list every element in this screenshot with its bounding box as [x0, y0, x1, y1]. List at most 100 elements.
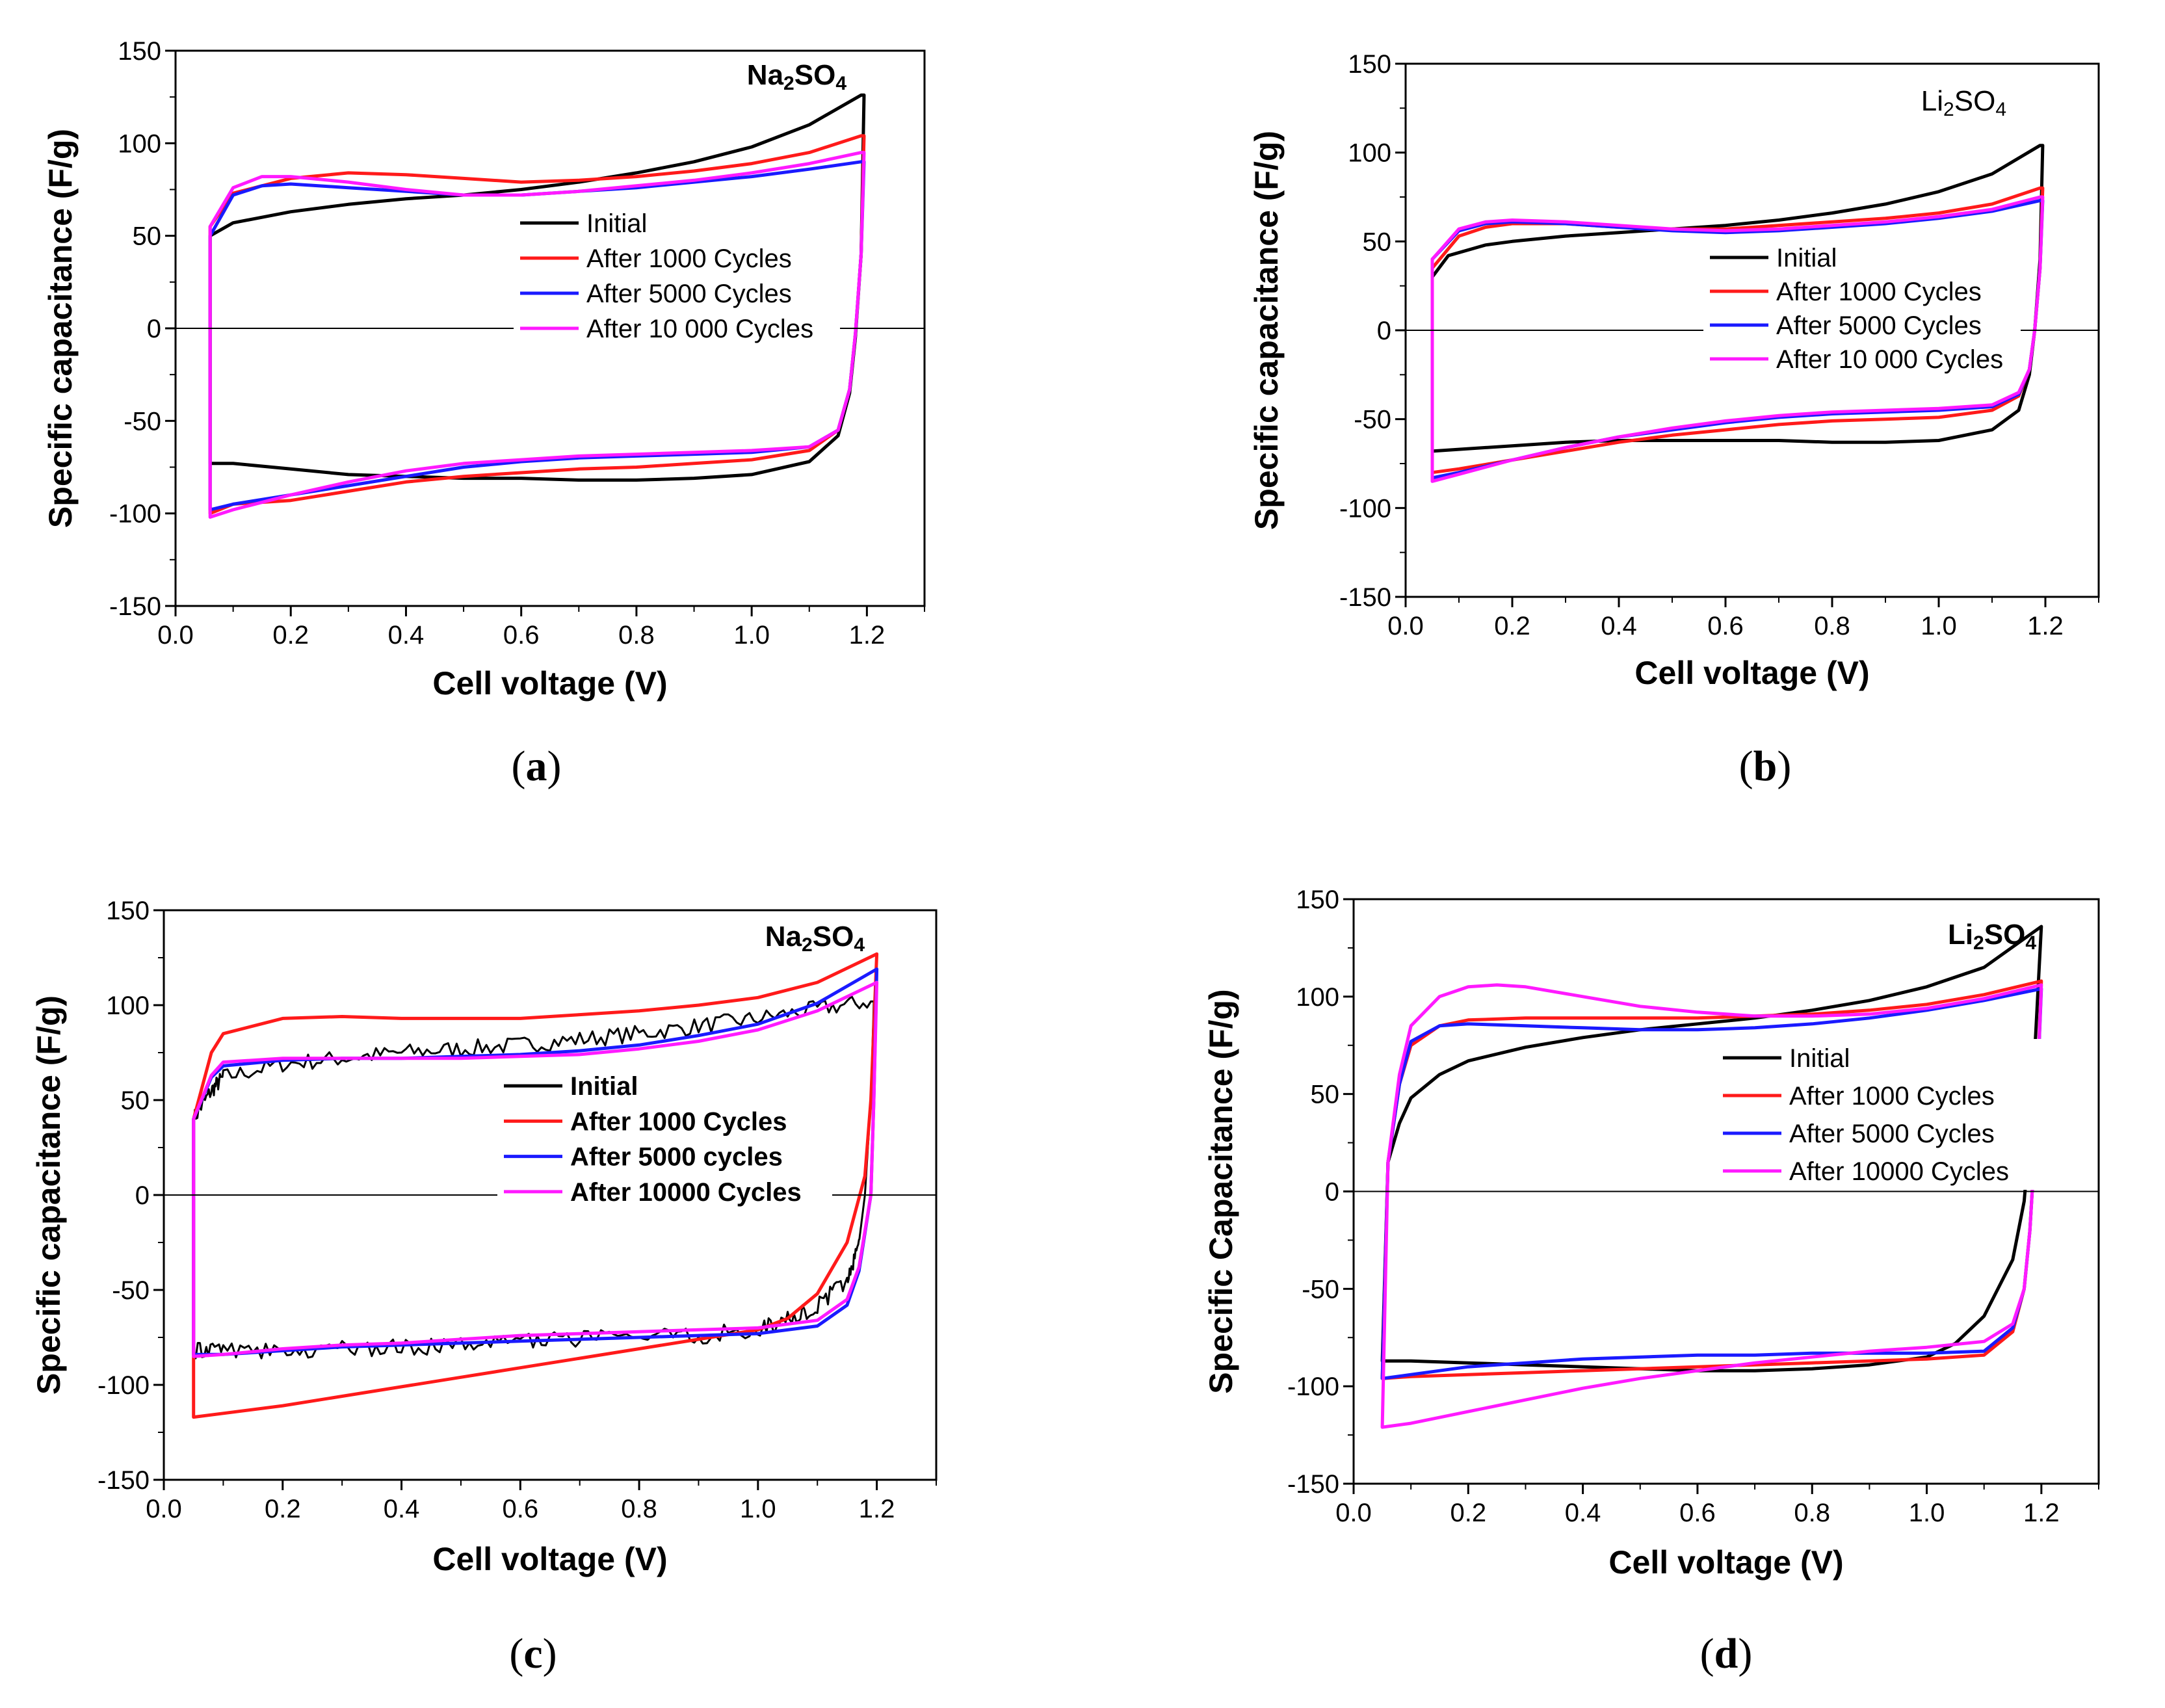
- legend-label: After 1000 Cycles: [1776, 278, 1982, 306]
- y-tick-label: -50: [124, 407, 161, 436]
- panel-caption: (b): [1739, 742, 1792, 790]
- x-tick-label: 1.2: [2027, 612, 2064, 640]
- x-axis-title: Cell voltage (V): [1634, 655, 1869, 691]
- x-tick-label: 0.4: [1601, 612, 1637, 640]
- y-tick-label: -100: [1287, 1373, 1339, 1401]
- y-tick-label: 100: [1348, 139, 1391, 168]
- electrolyte-annotation: Na2SO4: [747, 59, 847, 94]
- x-tick-label: 0.8: [621, 1495, 657, 1523]
- y-tick-label: 150: [1348, 50, 1391, 79]
- legend-label: Initial: [1789, 1044, 1850, 1073]
- y-tick-label: -150: [98, 1466, 150, 1495]
- x-tick-label: 1.0: [1921, 612, 1957, 640]
- x-tick-label: 1.2: [849, 621, 886, 650]
- legend-label: After 10 000 Cycles: [586, 315, 813, 343]
- y-tick-label: 0: [147, 315, 161, 343]
- legend-label: After 1000 Cycles: [586, 244, 792, 273]
- x-tick-label: 0.4: [384, 1495, 420, 1523]
- x-tick-label: 0.0: [1335, 1499, 1372, 1527]
- x-tick-label: 0.0: [146, 1495, 182, 1523]
- legend: Initial After 1000 Cycles After 5000 Cyc…: [1716, 1039, 2067, 1190]
- x-tick-label: 0.6: [1707, 612, 1744, 640]
- y-tick-label: -150: [1339, 583, 1391, 612]
- legend-label: After 5000 Cycles: [586, 280, 792, 308]
- y-axis-title: Specific capacitance (F/g): [31, 995, 67, 1395]
- panel-caption: (c): [509, 1630, 557, 1677]
- y-axis-title: Specific capacitance (F/g): [1248, 131, 1285, 530]
- x-tick-label: 1.2: [2023, 1499, 2060, 1527]
- series-curve-after-1000-cycles: [192, 952, 879, 1419]
- legend-label: Initial: [570, 1072, 638, 1101]
- legend-background: [1716, 1039, 2067, 1190]
- x-tick-label: 0.6: [1679, 1499, 1716, 1527]
- x-tick-label: 1.0: [740, 1495, 776, 1523]
- legend-label: Initial: [586, 209, 647, 238]
- legend-label: After 1000 Cycles: [570, 1107, 787, 1136]
- x-tick-label: 0.0: [157, 621, 194, 650]
- legend-background: [514, 205, 840, 346]
- panel-d: 0.0 0.2 0.4 0.6 0.8 1.0 1.2 -150 -100 -5…: [1203, 886, 2100, 1677]
- x-tick-label: 0.6: [503, 621, 540, 650]
- x-tick-label: 0.0: [1387, 612, 1424, 640]
- panel-a: 0.0 0.2 0.4 0.6 0.8 1.0 1.2 -150 -100 -5…: [42, 37, 926, 790]
- y-tick-label: -50: [112, 1276, 150, 1305]
- legend-background: [497, 1068, 832, 1209]
- y-tick-label: 50: [1363, 228, 1392, 256]
- panel-b: 0.0 0.2 0.4 0.6 0.8 1.0 1.2 -150 -100 -5…: [1248, 50, 2100, 790]
- legend-label: After 10000 Cycles: [570, 1178, 802, 1207]
- y-tick-label: 150: [1296, 886, 1339, 914]
- y-tick-label: -50: [1354, 406, 1391, 434]
- y-tick-label: 150: [118, 37, 161, 66]
- y-axis-title: Specific capacitance (F/g): [42, 129, 79, 528]
- series-curve-after-10-000-cycles: [208, 151, 866, 519]
- y-tick-label: -100: [109, 500, 161, 529]
- x-tick-label: 0.4: [1565, 1499, 1601, 1527]
- legend: Initial After 1000 Cycles After 5000 Cyc…: [1703, 241, 2021, 376]
- legend-label: After 1000 Cycles: [1789, 1082, 1995, 1110]
- legend-label: After 10 000 Cycles: [1776, 345, 2003, 374]
- y-axis-title: Specific Capacitance (F/g): [1203, 989, 1239, 1393]
- x-tick-label: 1.0: [733, 621, 770, 650]
- y-tick-label: 0: [135, 1181, 150, 1210]
- electrolyte-annotation: Li2SO4: [1921, 85, 2006, 120]
- legend-label: After 10000 Cycles: [1789, 1157, 2009, 1186]
- y-tick-label: 50: [133, 222, 162, 251]
- panel-c: 0.0 0.2 0.4 0.6 0.8 1.0 1.2 -150 -100 -5…: [31, 897, 938, 1677]
- electrolyte-annotation: Na2SO4: [765, 921, 865, 956]
- x-tick-label: 0.8: [618, 621, 655, 650]
- legend: Initial After 1000 Cycles After 5000 cyc…: [497, 1068, 832, 1209]
- y-tick-label: 100: [118, 129, 161, 158]
- series-curve-after-10-000-cycles: [1430, 195, 2045, 483]
- x-axis-title: Cell voltage (V): [432, 1541, 667, 1577]
- y-tick-label: -50: [1302, 1275, 1339, 1304]
- y-tick-label: 50: [1311, 1081, 1340, 1109]
- x-tick-label: 1.2: [859, 1495, 895, 1523]
- x-tick-label: 0.8: [1794, 1499, 1830, 1527]
- y-tick-label: 100: [1296, 983, 1339, 1012]
- y-tick-label: -100: [1339, 494, 1391, 523]
- legend-background: [1703, 241, 2021, 376]
- y-tick-label: 0: [1377, 317, 1391, 345]
- y-tick-label: 50: [121, 1086, 150, 1115]
- panel-caption: (d): [1700, 1630, 1753, 1677]
- x-tick-label: 0.4: [388, 621, 425, 650]
- legend-label: After 5000 Cycles: [1789, 1120, 1995, 1148]
- legend-label: After 5000 cycles: [570, 1143, 783, 1172]
- x-tick-label: 1.0: [1909, 1499, 1945, 1527]
- y-tick-label: 100: [106, 992, 150, 1020]
- electrolyte-annotation: Li2SO4: [1948, 919, 2036, 954]
- y-tick-label: 150: [106, 897, 150, 925]
- x-axis-title: Cell voltage (V): [432, 665, 667, 702]
- x-tick-label: 0.8: [1814, 612, 1850, 640]
- x-tick-label: 0.2: [1450, 1499, 1487, 1527]
- x-axis-title: Cell voltage (V): [1608, 1544, 1843, 1581]
- y-tick-label: -150: [1287, 1470, 1339, 1499]
- x-tick-label: 0.6: [503, 1495, 539, 1523]
- x-tick-label: 0.2: [265, 1495, 301, 1523]
- x-tick-label: 0.2: [1494, 612, 1530, 640]
- legend-label: After 5000 Cycles: [1776, 311, 1982, 340]
- y-tick-label: -100: [98, 1371, 150, 1400]
- legend-label: Initial: [1776, 244, 1837, 272]
- y-tick-label: -150: [109, 592, 161, 621]
